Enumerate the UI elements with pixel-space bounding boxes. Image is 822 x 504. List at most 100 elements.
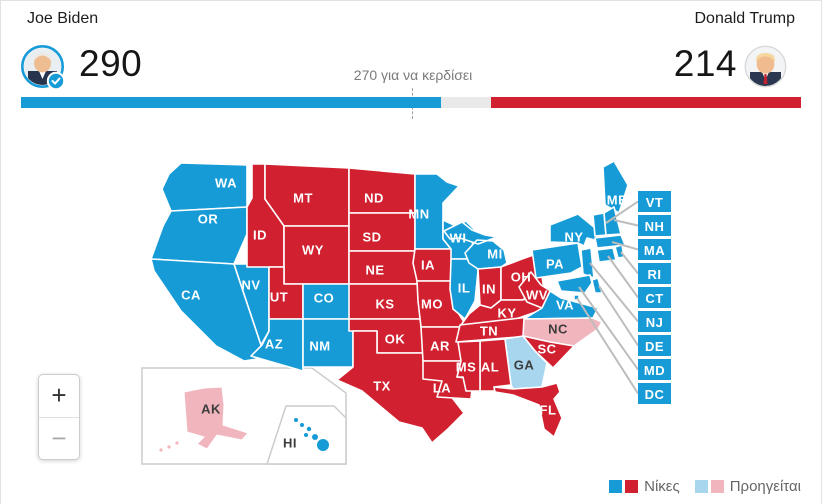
state-label-tn: TN bbox=[480, 324, 498, 339]
state-hi[interactable] bbox=[300, 423, 304, 427]
state-label-wa: WA bbox=[215, 176, 237, 191]
state-ms[interactable] bbox=[456, 340, 481, 392]
state-label-ar: AR bbox=[430, 339, 450, 354]
legend-swatch-lead-rep bbox=[710, 480, 724, 493]
state-hi[interactable] bbox=[317, 439, 329, 451]
candidate-name-biden: Joe Biden bbox=[27, 10, 99, 27]
state-label-co: CO bbox=[314, 291, 335, 306]
legend: Νίκες Προηγείται bbox=[609, 478, 801, 495]
state-label-fl: FL bbox=[540, 403, 557, 418]
bar-segment-dem bbox=[21, 97, 441, 108]
callout-box-vt[interactable] bbox=[638, 191, 671, 212]
legend-swatch-win-rep bbox=[625, 480, 639, 493]
state-label-wv: WV bbox=[526, 288, 548, 303]
state-label-ne: NE bbox=[365, 263, 384, 278]
state-label-nv: NV bbox=[241, 278, 260, 293]
callout-box-md[interactable] bbox=[638, 359, 671, 380]
state-fl[interactable] bbox=[493, 382, 563, 438]
state-label-in: IN bbox=[482, 282, 496, 297]
state-label-ks: KS bbox=[375, 297, 394, 312]
state-label-mn: MN bbox=[408, 207, 429, 222]
state-label-la: LA bbox=[433, 381, 451, 396]
callout-line-ma bbox=[611, 241, 639, 251]
state-label-sd: SD bbox=[362, 230, 381, 245]
zoom-in-button[interactable]: + bbox=[39, 375, 79, 418]
state-label-ca: CA bbox=[181, 288, 201, 303]
state-label-az: AZ bbox=[265, 337, 283, 352]
legend-item-leading: Προηγείται bbox=[694, 478, 801, 495]
callout-box-ma[interactable] bbox=[638, 239, 671, 260]
callout-label-de: DE bbox=[645, 339, 664, 354]
state-hi[interactable] bbox=[304, 433, 308, 437]
state-label-va: VA bbox=[556, 298, 574, 313]
callout-box-dc[interactable] bbox=[638, 383, 671, 404]
state-label-wi: WI bbox=[450, 231, 467, 246]
callout-label-ct: CT bbox=[645, 291, 663, 306]
state-nj[interactable] bbox=[580, 247, 595, 279]
inset-label-hi: HI bbox=[283, 436, 297, 451]
state-label-ut: UT bbox=[270, 290, 288, 305]
state-sd[interactable] bbox=[348, 212, 416, 252]
callout-label-dc: DC bbox=[645, 387, 665, 402]
winner-check-badge bbox=[46, 71, 66, 91]
callout-label-ma: MA bbox=[644, 243, 665, 258]
threshold-label: 270 για να κερδίσει bbox=[353, 67, 473, 83]
callout-line-ri bbox=[620, 251, 639, 275]
callout-line-md bbox=[578, 286, 639, 371]
callout-box-nh[interactable] bbox=[638, 215, 671, 236]
callout-label-md: MD bbox=[644, 363, 665, 378]
state-me[interactable] bbox=[602, 160, 629, 214]
callout-label-nj: NJ bbox=[646, 315, 664, 330]
callout-box-de[interactable] bbox=[638, 335, 671, 356]
state-pa[interactable] bbox=[531, 242, 583, 279]
state-label-ga: GA bbox=[514, 358, 535, 373]
state-label-wy: WY bbox=[302, 243, 324, 258]
candidate-name-trump: Donald Trump bbox=[694, 10, 796, 27]
state-hi[interactable] bbox=[312, 434, 318, 440]
trump-vote-count: 214 bbox=[673, 43, 737, 84]
legend-label-leading: Προηγείται bbox=[729, 478, 801, 495]
state-ct[interactable] bbox=[596, 247, 617, 263]
state-label-mi: MI bbox=[487, 247, 502, 262]
electoral-vote-bar bbox=[21, 97, 801, 108]
state-ak[interactable] bbox=[183, 386, 249, 450]
bar-segment-rep bbox=[491, 97, 801, 108]
state-md[interactable] bbox=[556, 274, 593, 294]
alaska-island bbox=[175, 441, 179, 445]
state-nh[interactable] bbox=[603, 206, 622, 236]
inset-label-ak: AK bbox=[201, 402, 221, 417]
state-label-oh: OH bbox=[511, 270, 532, 285]
zoom-out-button[interactable]: − bbox=[51, 422, 67, 453]
callout-label-vt: VT bbox=[646, 195, 664, 210]
callout-label-nh: NH bbox=[645, 219, 665, 234]
state-label-tx: TX bbox=[373, 379, 391, 394]
state-de[interactable] bbox=[591, 277, 603, 294]
callout-line-ct bbox=[607, 255, 639, 299]
state-hi[interactable] bbox=[306, 426, 312, 432]
state-label-sc: SC bbox=[537, 342, 556, 357]
trump-avatar bbox=[743, 44, 788, 89]
callout-line-de bbox=[598, 285, 639, 347]
state-ny[interactable] bbox=[549, 213, 601, 247]
state-label-al: AL bbox=[481, 360, 499, 375]
callout-line-dc bbox=[576, 297, 639, 395]
state-label-nd: ND bbox=[364, 191, 384, 206]
legend-swatch-lead-dem bbox=[694, 480, 708, 493]
callout-line-vt bbox=[605, 200, 639, 224]
state-ri[interactable] bbox=[614, 244, 625, 259]
map-zoom-control: + − bbox=[38, 374, 80, 460]
state-label-ok: OK bbox=[385, 332, 406, 347]
state-mi[interactable] bbox=[443, 221, 508, 270]
legend-item-wins: Νίκες bbox=[609, 478, 680, 495]
callout-box-nj[interactable] bbox=[638, 311, 671, 332]
callout-box-ri[interactable] bbox=[638, 263, 671, 284]
callout-line-nh bbox=[613, 219, 639, 227]
callout-box-ct[interactable] bbox=[638, 287, 671, 308]
state-label-nc: NC bbox=[548, 322, 568, 337]
state-label-il: IL bbox=[458, 281, 471, 296]
state-label-me: ME bbox=[607, 193, 628, 208]
state-label-ia: IA bbox=[421, 258, 435, 273]
biden-vote-count: 290 bbox=[79, 43, 143, 84]
state-hi[interactable] bbox=[294, 418, 298, 422]
